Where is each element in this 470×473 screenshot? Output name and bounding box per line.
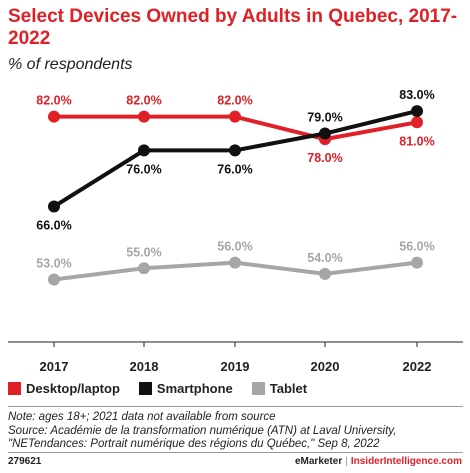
data-label-smartphone: 83.0% <box>399 88 434 102</box>
legend-item-tablet: Tablet <box>251 380 308 396</box>
legend-swatch-desktop-laptop <box>8 381 21 395</box>
data-point-smartphone <box>138 144 150 157</box>
data-label-tablet: 55.0% <box>126 245 161 259</box>
data-label-smartphone: 66.0% <box>36 219 71 233</box>
data-label-tablet: 56.0% <box>217 240 252 254</box>
data-label-desktop-laptop: 82.0% <box>36 94 71 108</box>
legend-label-desktop-laptop: Desktop/laptop <box>26 380 120 396</box>
data-point-desktop-laptop <box>138 110 150 123</box>
data-point-smartphone <box>319 127 331 140</box>
brand-insider-intelligence: InsiderIntelligence.com <box>350 456 462 467</box>
note-text: Note: ages 18+; 2021 data not available … <box>8 411 276 423</box>
data-label-tablet: 53.0% <box>36 256 71 270</box>
notes-divider <box>8 406 463 407</box>
data-point-desktop-laptop <box>411 116 423 129</box>
series-line-smartphone <box>52 109 418 209</box>
data-label-tablet: 56.0% <box>399 240 434 254</box>
data-label-smartphone: 79.0% <box>307 111 342 125</box>
x-tick-label: 2018 <box>130 359 159 374</box>
data-label-tablet: 54.0% <box>307 251 342 265</box>
data-point-desktop-laptop <box>229 110 241 123</box>
brand-emarketer: eMarketer <box>294 456 343 467</box>
data-point-tablet <box>48 273 60 286</box>
line-chart: 2017 2018 2019 2020 2022 82.0% 82.0% 82.0% 78.0%… <box>8 88 463 374</box>
data-point-tablet <box>319 267 331 280</box>
x-tick-label: 2020 <box>311 359 340 374</box>
legend-item-smartphone: Smartphone <box>138 380 233 396</box>
footer-divider <box>8 452 463 453</box>
legend-label-smartphone: Smartphone <box>156 380 233 396</box>
legend-swatch-tablet <box>251 381 265 395</box>
data-label-smartphone: 76.0% <box>217 162 252 176</box>
legend: Desktop/laptop Smartphone Tablet <box>8 379 326 397</box>
brand: eMarketer | InsiderIntelligence.com <box>295 456 462 467</box>
chart-title: Select Devices Owned by Adults in Quebec… <box>8 6 458 49</box>
legend-swatch-smartphone <box>138 381 152 395</box>
x-tick-label: 2019 <box>221 359 250 374</box>
legend-item-desktop-laptop: Desktop/laptop <box>8 381 120 396</box>
data-point-smartphone <box>48 200 60 213</box>
x-tick-label: 2022 <box>403 359 432 374</box>
data-point-smartphone <box>229 144 241 157</box>
legend-label-tablet: Tablet <box>269 380 308 396</box>
source-text: Source: Académie de la transformation nu… <box>8 424 397 451</box>
data-point-desktop-laptop <box>48 110 60 123</box>
data-label-smartphone: 76.0% <box>126 162 161 176</box>
data-point-tablet <box>138 262 150 275</box>
data-point-tablet <box>411 256 423 269</box>
brand-separator: | <box>345 456 348 467</box>
data-point-tablet <box>229 256 241 269</box>
data-label-desktop-laptop: 78.0% <box>307 151 342 165</box>
footer: 279621 eMarketer | InsiderIntelligence.com <box>8 456 462 470</box>
data-label-desktop-laptop: 82.0% <box>126 94 161 108</box>
data-point-smartphone <box>411 105 423 118</box>
notes: Note: ages 18+; 2021 data not available … <box>8 411 466 452</box>
x-tick-label: 2017 <box>40 359 69 374</box>
data-label-desktop-laptop: 81.0% <box>399 134 434 148</box>
chart-id: 279621 <box>8 456 42 467</box>
data-label-desktop-laptop: 82.0% <box>217 94 252 108</box>
chart-subtitle: % of respondents <box>8 56 133 73</box>
